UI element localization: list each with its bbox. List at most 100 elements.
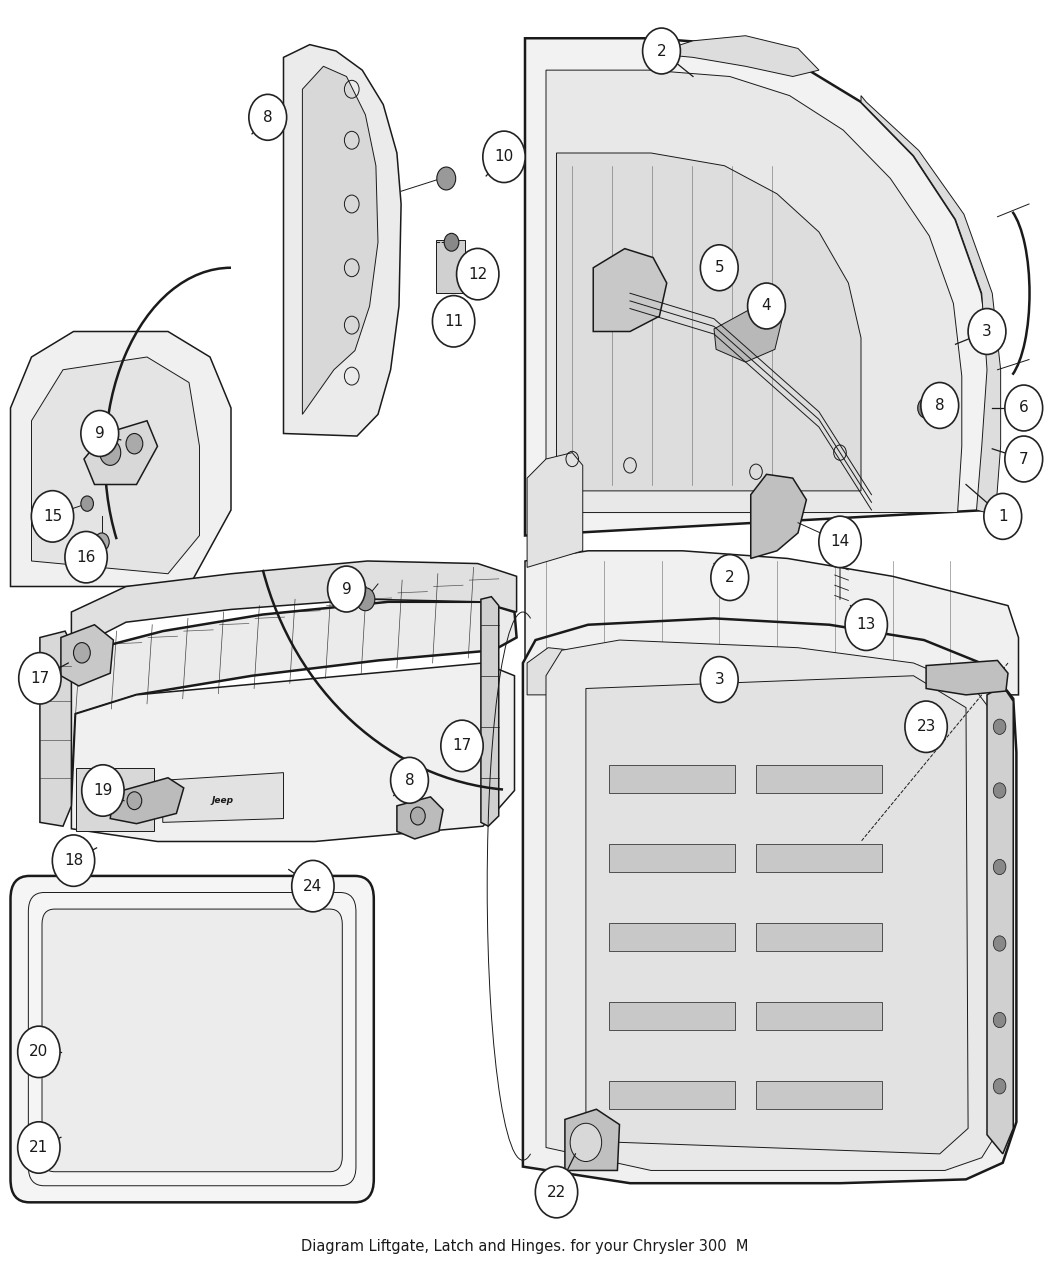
Bar <box>609 1002 735 1030</box>
Text: 8: 8 <box>934 398 945 413</box>
Text: Jeep: Jeep <box>211 796 234 806</box>
Circle shape <box>643 28 680 74</box>
Text: 16: 16 <box>77 550 96 565</box>
Text: 4: 4 <box>761 298 772 314</box>
Circle shape <box>993 1079 1006 1094</box>
Text: 20: 20 <box>29 1044 48 1060</box>
Circle shape <box>433 296 475 347</box>
Polygon shape <box>556 153 861 491</box>
Text: 17: 17 <box>30 671 49 686</box>
Circle shape <box>441 720 483 771</box>
Circle shape <box>700 245 738 291</box>
Circle shape <box>18 1122 60 1173</box>
FancyBboxPatch shape <box>10 876 374 1202</box>
Circle shape <box>19 653 61 704</box>
Circle shape <box>82 765 124 816</box>
Text: 3: 3 <box>982 324 992 339</box>
Circle shape <box>748 283 785 329</box>
Circle shape <box>968 309 1006 354</box>
Bar <box>609 1081 735 1109</box>
Circle shape <box>411 807 425 825</box>
Circle shape <box>65 532 107 583</box>
Text: 24: 24 <box>303 878 322 894</box>
Text: Diagram Liftgate, Latch and Hinges. for your Chrysler 300  M: Diagram Liftgate, Latch and Hinges. for … <box>301 1239 749 1255</box>
Polygon shape <box>284 45 401 436</box>
Bar <box>756 1081 882 1109</box>
Circle shape <box>483 131 525 182</box>
Circle shape <box>662 682 682 708</box>
Polygon shape <box>110 778 184 824</box>
Polygon shape <box>527 453 583 567</box>
Bar <box>756 1002 882 1030</box>
Polygon shape <box>47 602 517 810</box>
Circle shape <box>993 719 1006 734</box>
Circle shape <box>328 566 365 612</box>
Bar <box>436 240 465 293</box>
Text: 19: 19 <box>93 783 112 798</box>
FancyBboxPatch shape <box>42 909 342 1172</box>
Polygon shape <box>10 332 231 586</box>
Circle shape <box>700 657 738 703</box>
Text: 17: 17 <box>453 738 471 754</box>
Bar <box>756 923 882 951</box>
Polygon shape <box>546 640 998 1170</box>
Text: 1: 1 <box>998 509 1008 524</box>
Circle shape <box>32 491 74 542</box>
Text: 6: 6 <box>1018 400 1029 416</box>
Circle shape <box>94 533 109 551</box>
Polygon shape <box>481 597 499 826</box>
Text: 23: 23 <box>917 719 936 734</box>
Text: 2: 2 <box>724 570 735 585</box>
Polygon shape <box>84 421 158 484</box>
Circle shape <box>457 249 499 300</box>
Polygon shape <box>523 618 1016 1183</box>
Circle shape <box>1005 436 1043 482</box>
Circle shape <box>918 398 935 418</box>
Circle shape <box>845 599 887 650</box>
Circle shape <box>74 643 90 663</box>
Text: 11: 11 <box>444 314 463 329</box>
Polygon shape <box>714 306 782 362</box>
Bar <box>756 765 882 793</box>
Polygon shape <box>653 36 819 76</box>
Circle shape <box>993 859 1006 875</box>
Polygon shape <box>163 773 284 822</box>
Polygon shape <box>71 561 517 666</box>
Circle shape <box>993 783 1006 798</box>
Polygon shape <box>861 96 1001 515</box>
Circle shape <box>993 936 1006 951</box>
Polygon shape <box>987 686 1013 1154</box>
Circle shape <box>81 496 93 511</box>
Bar <box>609 923 735 951</box>
Circle shape <box>819 516 861 567</box>
Circle shape <box>993 1012 1006 1028</box>
Circle shape <box>18 1026 60 1077</box>
Polygon shape <box>546 70 962 513</box>
Circle shape <box>711 555 749 601</box>
Text: 14: 14 <box>831 534 849 550</box>
Text: 9: 9 <box>341 581 352 597</box>
Polygon shape <box>586 676 968 1154</box>
Polygon shape <box>302 66 378 414</box>
Bar <box>609 765 735 793</box>
Bar <box>609 844 735 872</box>
Text: 8: 8 <box>262 110 273 125</box>
Text: 21: 21 <box>29 1140 48 1155</box>
Circle shape <box>52 835 94 886</box>
Polygon shape <box>593 249 667 332</box>
Bar <box>76 768 154 831</box>
Text: 9: 9 <box>94 426 105 441</box>
Polygon shape <box>40 631 71 826</box>
Polygon shape <box>32 357 200 574</box>
Circle shape <box>356 588 375 611</box>
Text: 2: 2 <box>656 43 667 59</box>
Text: 18: 18 <box>64 853 83 868</box>
Polygon shape <box>527 648 578 695</box>
Circle shape <box>653 672 691 718</box>
Polygon shape <box>397 797 443 839</box>
Text: 3: 3 <box>714 672 724 687</box>
Text: 5: 5 <box>714 260 724 275</box>
Circle shape <box>444 233 459 251</box>
Text: 10: 10 <box>495 149 513 164</box>
Polygon shape <box>565 1109 620 1170</box>
